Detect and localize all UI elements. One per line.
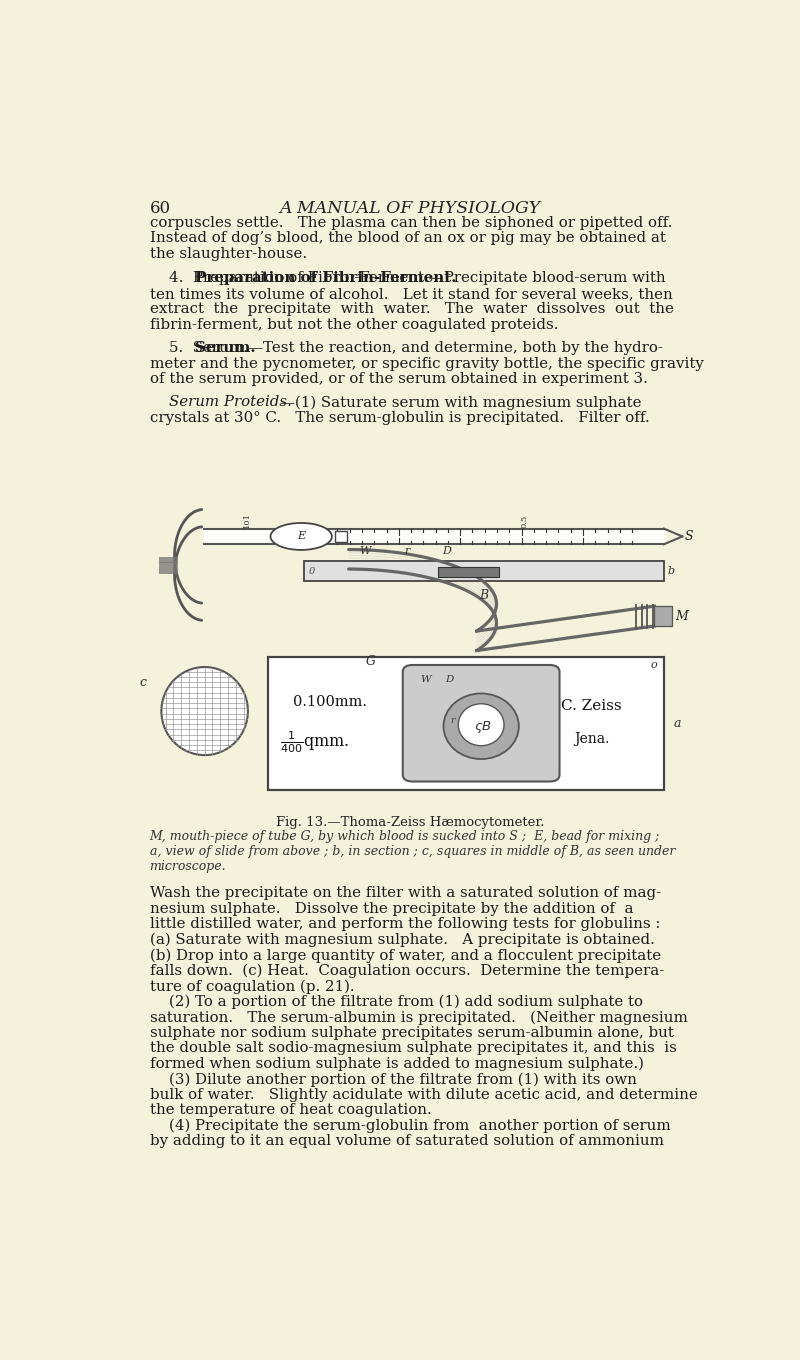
Text: little distilled water, and perform the following tests for globulins :: little distilled water, and perform the … [150,917,660,932]
Text: Fig. 13.—Thoma-Zeiss Hæmocytometer.: Fig. 13.—Thoma-Zeiss Hæmocytometer. [276,816,544,828]
Text: bulk of water.   Slightly acidulate with dilute acetic acid, and determine: bulk of water. Slightly acidulate with d… [150,1088,698,1102]
Text: 4.  Preparation of Fibrin-Ferment.—Precipitate blood-serum with: 4. Preparation of Fibrin-Ferment.—Precip… [150,272,666,286]
Text: ten times its volume of alcohol.   Let it stand for several weeks, then: ten times its volume of alcohol. Let it … [150,287,672,301]
Text: (a) Saturate with magnesium sulphate.   A precipitate is obtained.: (a) Saturate with magnesium sulphate. A … [150,933,654,947]
Text: falls down.  (c) Heat.  Coagulation occurs.  Determine the tempera-: falls down. (c) Heat. Coagulation occurs… [150,964,664,978]
Text: —(1) Saturate serum with magnesium sulphate: —(1) Saturate serum with magnesium sulph… [281,396,642,409]
Text: extract  the  precipitate  with  water.   The  water  dissolves  out  the: extract the precipitate with water. The … [150,302,674,317]
Text: ture of coagulation (p. 21).: ture of coagulation (p. 21). [150,979,354,994]
Text: 5.  Serum.—Test the reaction, and determine, both by the hydro-: 5. Serum.—Test the reaction, and determi… [150,341,662,355]
Text: the slaughter-house.: the slaughter-house. [150,246,306,261]
Text: the temperature of heat coagulation.: the temperature of heat coagulation. [150,1103,431,1118]
Text: a, view of slide from above ; b, in section ; c, squares in middle of B, as seen: a, view of slide from above ; b, in sect… [150,845,675,858]
Text: crystals at 30° C.   The serum-globulin is precipitated.   Filter off.: crystals at 30° C. The serum-globulin is… [150,411,650,424]
Text: Preparation of Fibrin-Ferment.: Preparation of Fibrin-Ferment. [195,272,456,286]
Text: Wash the precipitate on the filter with a saturated solution of mag-: Wash the precipitate on the filter with … [150,887,661,900]
Text: of the serum provided, or of the serum obtained in experiment 3.: of the serum provided, or of the serum o… [150,373,647,386]
Text: sulphate nor sodium sulphate precipitates serum-albumin alone, but: sulphate nor sodium sulphate precipitate… [150,1025,674,1040]
Text: by adding to it an equal volume of saturated solution of ammonium: by adding to it an equal volume of satur… [150,1134,664,1148]
Text: fibrin-ferment, but not the other coagulated proteids.: fibrin-ferment, but not the other coagul… [150,318,558,332]
Text: formed when sodium sulphate is added to magnesium sulphate.): formed when sodium sulphate is added to … [150,1057,643,1072]
Text: (b) Drop into a large quantity of water, and a flocculent precipitate: (b) Drop into a large quantity of water,… [150,948,661,963]
Text: A MANUAL OF PHYSIOLOGY: A MANUAL OF PHYSIOLOGY [279,200,541,216]
Text: the double salt sodio-magnesium sulphate precipitates it, and this  is: the double salt sodio-magnesium sulphate… [150,1042,677,1055]
Text: (4) Precipitate the serum-globulin from  another portion of serum: (4) Precipitate the serum-globulin from … [150,1119,670,1133]
Text: nesium sulphate.   Dissolve the precipitate by the addition of  a: nesium sulphate. Dissolve the precipitat… [150,902,633,915]
Text: corpuscles settle.   The plasma can then be siphoned or pipetted off.: corpuscles settle. The plasma can then b… [150,215,672,230]
Text: 60: 60 [150,200,170,216]
Text: saturation.   The serum-albumin is precipitated.   (Neither magnesium: saturation. The serum-albumin is precipi… [150,1010,687,1024]
Text: meter and the pycnometer, or specific gravity bottle, the specific gravity: meter and the pycnometer, or specific gr… [150,356,703,370]
Text: (2) To a portion of the filtrate from (1) add sodium sulphate to: (2) To a portion of the filtrate from (1… [150,994,642,1009]
Text: M, mouth-piece of tube G, by which blood is sucked into S ;  E, bead for mixing : M, mouth-piece of tube G, by which blood… [150,831,660,843]
Text: Instead of dog’s blood, the blood of an ox or pig may be obtained at: Instead of dog’s blood, the blood of an … [150,231,666,245]
Text: Serum Proteids.: Serum Proteids. [150,396,291,409]
Text: microscope.: microscope. [150,860,226,873]
Text: (3) Dilute another portion of the filtrate from (1) with its own: (3) Dilute another portion of the filtra… [150,1072,637,1087]
Text: Serum.: Serum. [195,341,255,355]
